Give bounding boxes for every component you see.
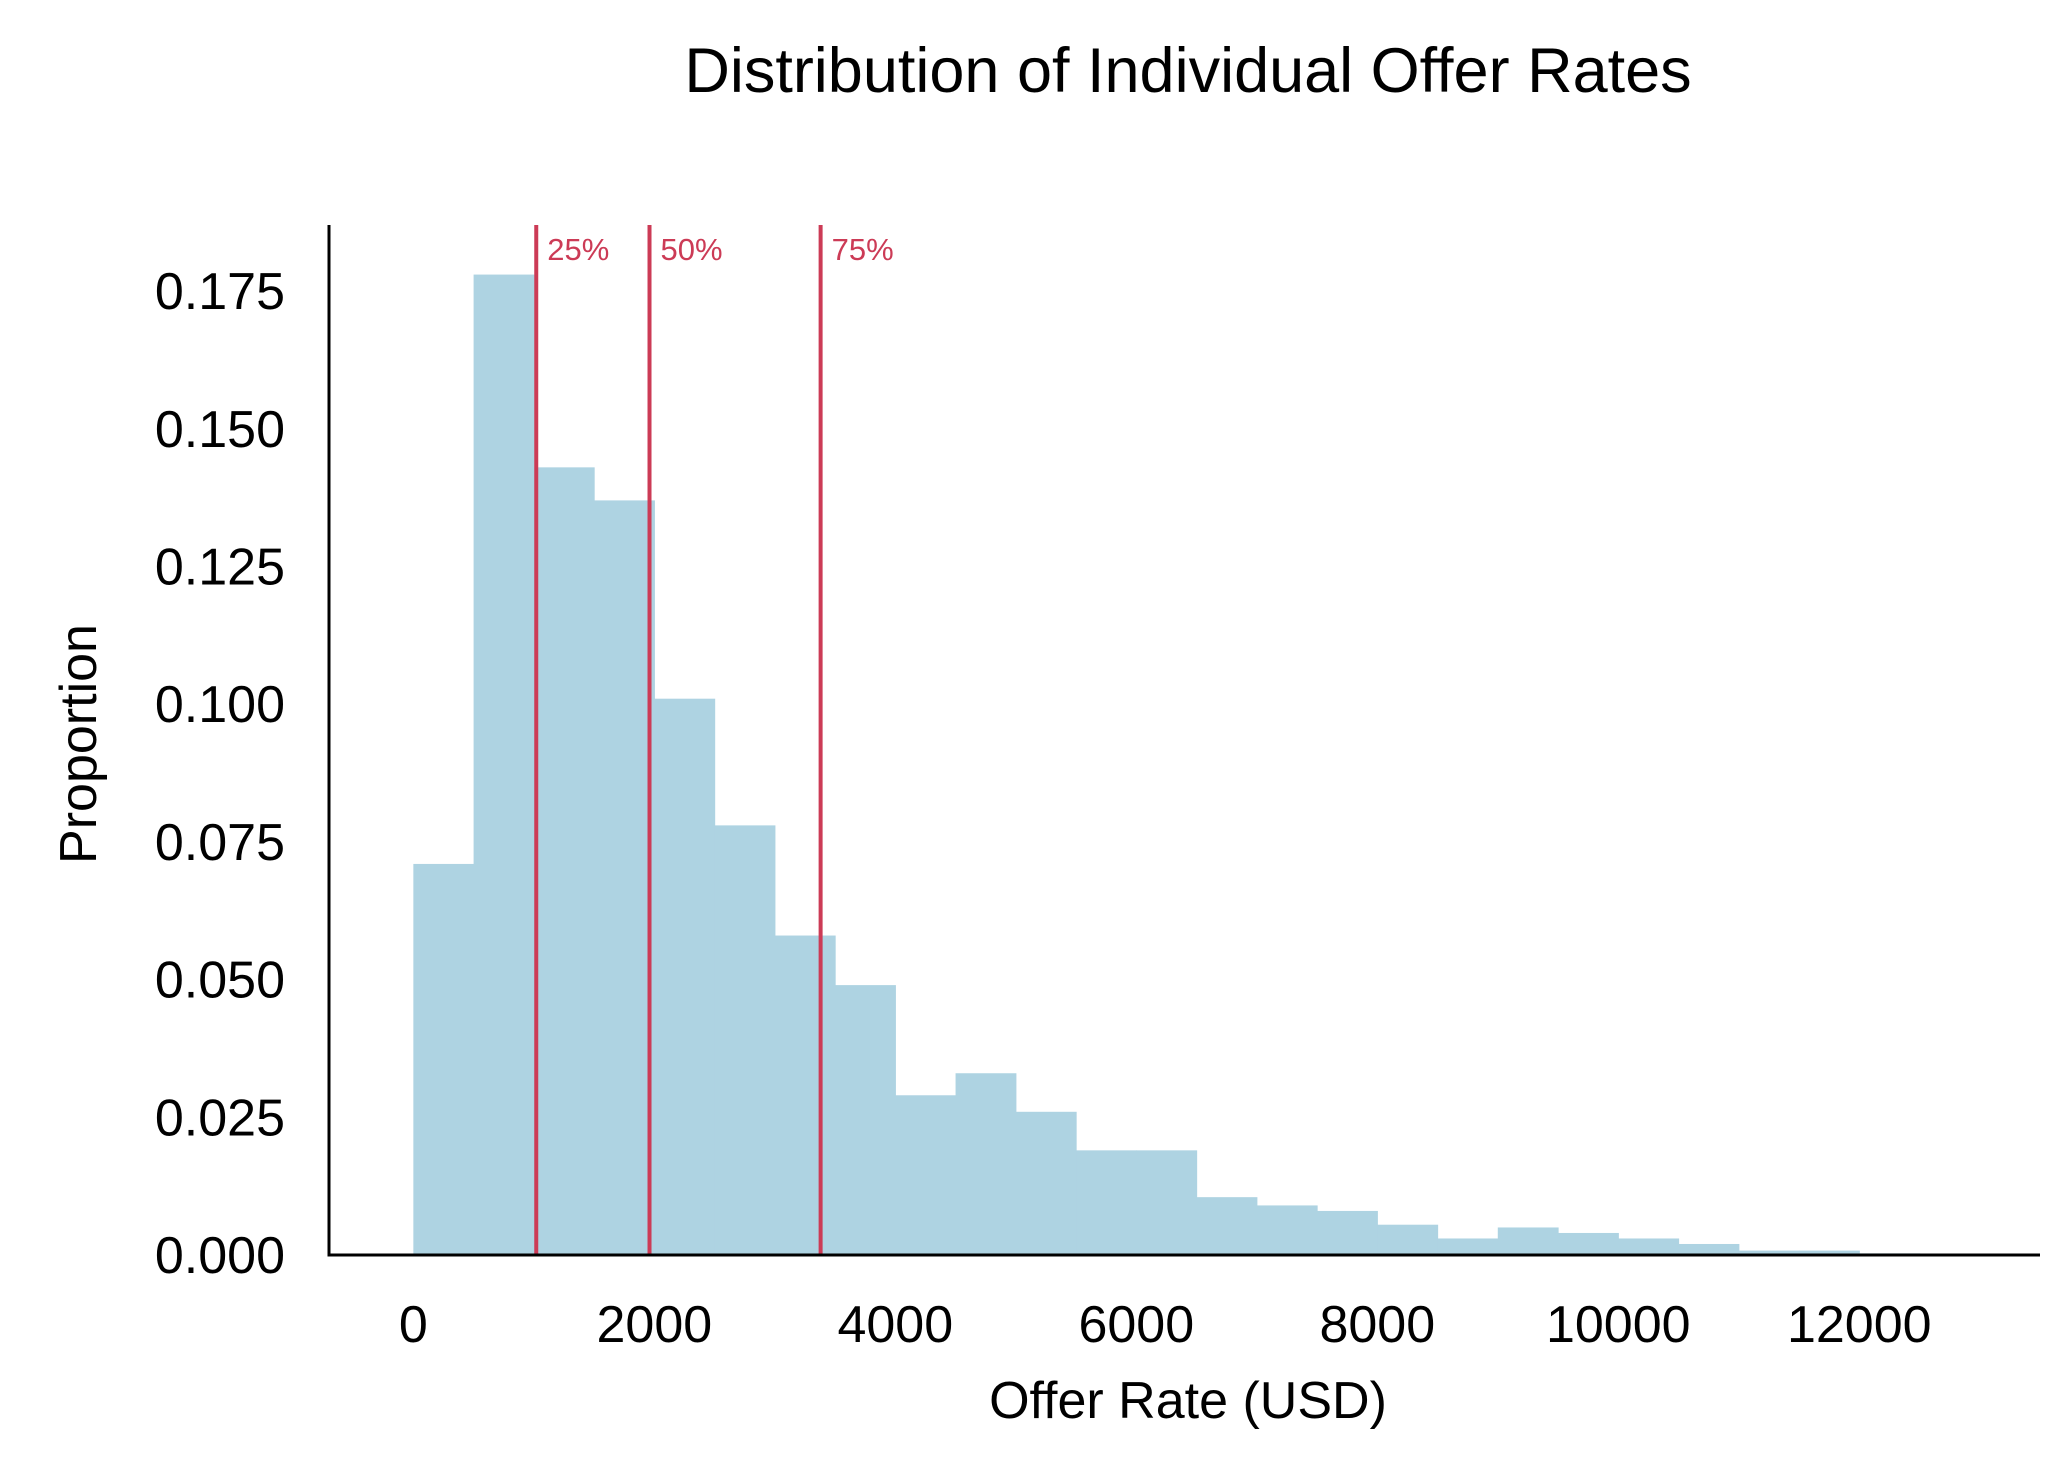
quantile-label-25: 25% <box>547 232 609 267</box>
histogram-bar <box>1437 1238 1499 1255</box>
histogram-bar <box>1738 1250 1800 1255</box>
x-tick-label: 12000 <box>1787 1296 1932 1354</box>
x-tick-label: 6000 <box>1078 1296 1194 1354</box>
histogram-bar <box>955 1073 1017 1255</box>
axes <box>327 225 2040 1257</box>
y-tick-label: 0.050 <box>155 952 285 1010</box>
histogram-bars <box>413 274 1921 1256</box>
y-tick-label: 0.025 <box>155 1089 285 1147</box>
histogram-bar <box>1678 1243 1740 1255</box>
histogram-bar <box>714 825 776 1255</box>
histogram-bar <box>1377 1224 1439 1255</box>
y-tick-label: 0.000 <box>155 1227 285 1285</box>
histogram-bar <box>1136 1150 1198 1255</box>
x-tick-label: 4000 <box>837 1296 953 1354</box>
histogram-bar <box>1256 1205 1318 1255</box>
chart-title: Distribution of Individual Offer Rates <box>684 36 1691 106</box>
histogram-bar <box>774 935 836 1255</box>
x-tick-label: 0 <box>399 1296 428 1354</box>
x-axis-label: Offer Rate (USD) <box>989 1372 1387 1430</box>
histogram-bar <box>1196 1197 1258 1255</box>
histogram-bar <box>1317 1210 1378 1255</box>
histogram-bar <box>1558 1232 1619 1255</box>
y-axis-ticks: 0.000 0.025 0.050 0.075 0.100 0.125 0.150 0.175 <box>155 263 285 1285</box>
histogram-bar <box>1015 1111 1077 1255</box>
x-tick-label: 10000 <box>1546 1296 1691 1354</box>
histogram-bar <box>835 985 896 1255</box>
histogram-bar <box>533 467 595 1256</box>
x-tick-label: 8000 <box>1319 1296 1435 1354</box>
histogram-bar <box>473 274 535 1255</box>
y-tick-label: 0.100 <box>155 676 285 734</box>
y-tick-label: 0.075 <box>155 814 285 872</box>
quantile-label-50: 50% <box>661 232 723 267</box>
histogram-bar <box>413 863 475 1255</box>
quantile-lines: 25% 50% 75% <box>534 225 894 1255</box>
y-tick-label: 0.125 <box>155 538 285 596</box>
histogram-bar <box>1076 1150 1137 1255</box>
y-tick-label: 0.175 <box>155 263 285 321</box>
x-tick-label: 2000 <box>596 1296 712 1354</box>
x-axis-ticks: 0 2000 4000 6000 8000 10000 12000 <box>399 1296 1932 1354</box>
histogram-bar <box>895 1095 957 1255</box>
histogram-bar <box>654 698 716 1255</box>
y-tick-label: 0.150 <box>155 401 285 459</box>
histogram-bar <box>1799 1250 1860 1255</box>
y-axis-label: Proportion <box>50 624 108 864</box>
histogram-bar <box>1497 1227 1559 1255</box>
histogram-bar <box>594 500 655 1255</box>
histogram-bar <box>1618 1238 1680 1255</box>
quantile-label-75: 75% <box>832 232 894 267</box>
